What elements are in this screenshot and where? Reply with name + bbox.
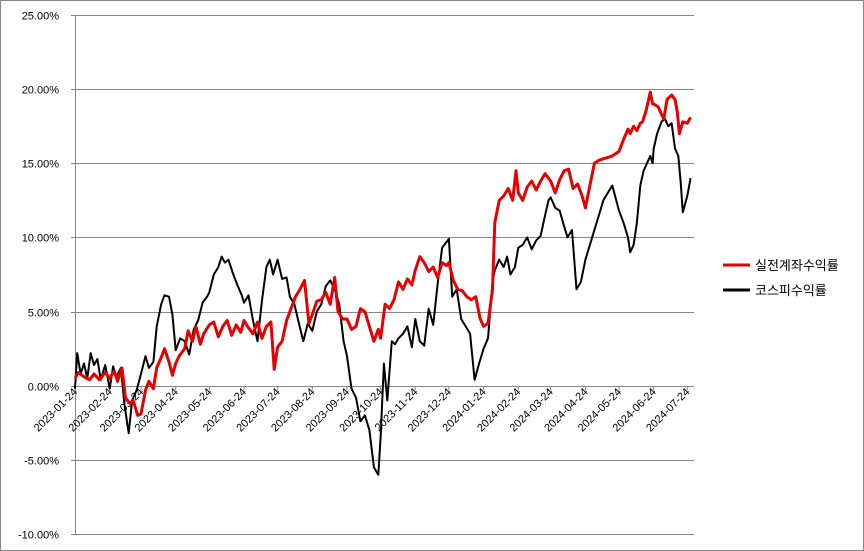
gridlines xyxy=(75,15,694,535)
y-tick-label: 5.00% xyxy=(28,308,59,320)
series-line-account-return xyxy=(73,90,692,417)
legend-label-kospi-return: 코스피수익률 xyxy=(755,284,827,299)
y-tick-label: 25.00% xyxy=(22,11,60,23)
y-tick-label: 20.00% xyxy=(22,85,60,97)
series-line-kospi-return xyxy=(74,117,692,476)
legend-label-account-return: 실전계좌수익률 xyxy=(755,259,839,274)
y-axis-tick-labels: -10.00% -5.00% 0.00% 5.00% 10.00% 15.00% 20.00… xyxy=(18,11,59,542)
y-tick-label: -5.00% xyxy=(24,456,59,468)
y-tick-label: 15.00% xyxy=(22,159,60,171)
y-tick-label: -10.00% xyxy=(18,530,59,542)
series-lines xyxy=(73,90,692,476)
axes xyxy=(71,15,694,535)
y-tick-label: 10.00% xyxy=(22,233,60,245)
y-tick-label: 0.00% xyxy=(28,382,59,394)
